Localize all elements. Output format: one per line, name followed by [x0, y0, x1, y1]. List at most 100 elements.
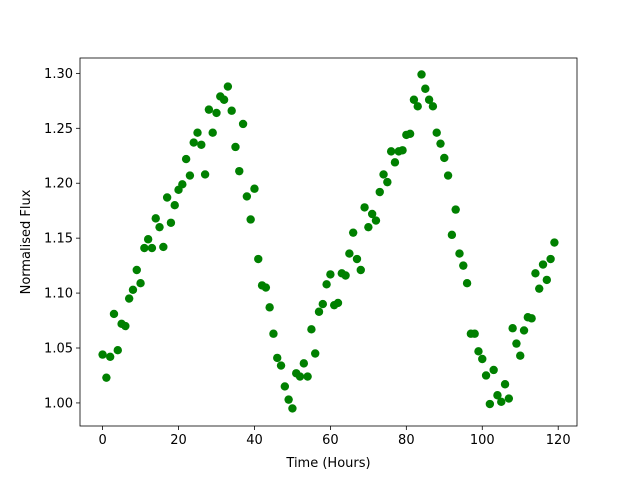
data-point [478, 354, 487, 364]
data-point [223, 82, 233, 91]
data-point [512, 339, 521, 348]
x-tick-label: 20 [170, 433, 187, 448]
data-point [189, 138, 198, 147]
data-point [276, 361, 286, 370]
data-point [550, 238, 559, 247]
data-point [166, 218, 176, 227]
y-tick-label: 1.00 [44, 396, 73, 411]
data-point [284, 395, 293, 404]
data-point [246, 215, 255, 224]
data-point [440, 153, 449, 163]
data-point [193, 128, 202, 137]
x-tick-label: 120 [546, 433, 571, 448]
y-tick-label: 1.30 [44, 67, 73, 82]
data-point [459, 261, 468, 270]
data-point [519, 326, 529, 335]
data-point [254, 254, 263, 264]
data-point [136, 278, 145, 288]
data-point [322, 280, 331, 289]
data-point [261, 283, 271, 292]
data-point [348, 228, 358, 237]
data-point [102, 373, 111, 382]
data-point [326, 270, 335, 279]
data-point [227, 106, 236, 115]
data-point [481, 371, 491, 380]
x-tick-label: 60 [322, 433, 339, 448]
data-point [390, 158, 400, 167]
data-point [200, 170, 210, 179]
data-point [379, 170, 388, 179]
data-point [204, 105, 214, 114]
data-point [493, 391, 502, 400]
data-point [455, 249, 464, 258]
y-axis-label: Normalised Flux [19, 189, 34, 294]
data-point [360, 203, 369, 212]
data-point [113, 346, 122, 355]
data-point [235, 166, 244, 176]
data-point [470, 329, 479, 338]
data-point [311, 349, 320, 358]
data-point [333, 298, 343, 308]
data-point [197, 140, 206, 149]
data-point [212, 108, 221, 118]
data-point [208, 128, 217, 137]
data-point [535, 284, 544, 293]
data-point [367, 209, 377, 219]
data-point [386, 147, 396, 156]
data-point [288, 404, 297, 413]
data-point [447, 230, 457, 240]
data-point [428, 102, 438, 111]
data-point [485, 399, 495, 409]
data-point [124, 294, 134, 303]
data-point [371, 216, 381, 225]
data-point [443, 171, 453, 180]
data-point [178, 180, 187, 189]
data-point [352, 254, 362, 264]
data-point [299, 359, 309, 368]
data-point [181, 154, 191, 164]
data-point [432, 128, 441, 137]
data-point [383, 177, 392, 187]
data-point [542, 275, 552, 285]
x-tick-label: 100 [470, 433, 495, 448]
data-point [409, 95, 419, 104]
data-point [265, 303, 274, 312]
data-point [474, 347, 483, 356]
data-point [424, 95, 434, 104]
data-point [345, 249, 354, 258]
data-point [421, 84, 430, 93]
data-point [413, 102, 422, 111]
y-tick-label: 1.25 [44, 122, 73, 137]
data-point [497, 397, 506, 407]
data-point [185, 171, 195, 180]
data-point [307, 325, 316, 334]
y-tick-label: 1.10 [44, 287, 73, 302]
data-point [341, 271, 350, 280]
x-tick-label: 0 [98, 433, 106, 448]
x-tick-label: 40 [246, 433, 263, 448]
data-point [364, 222, 373, 232]
data-point [516, 351, 525, 360]
data-point [504, 394, 514, 403]
data-point [314, 307, 324, 316]
data-point [109, 309, 119, 319]
data-point [128, 285, 138, 294]
data-point [417, 70, 426, 79]
axes-frame [79, 57, 578, 427]
data-point [527, 314, 536, 323]
data-point [151, 214, 160, 223]
data-point [405, 129, 415, 138]
data-point [318, 299, 328, 309]
data-point [231, 142, 240, 152]
x-tick-label: 80 [398, 433, 415, 448]
data-point [121, 321, 130, 331]
data-point [242, 192, 252, 201]
data-point [132, 265, 141, 275]
x-axis-label: Time (Hours) [285, 456, 370, 471]
data-point [280, 382, 290, 391]
data-point [273, 353, 282, 363]
data-point [531, 269, 540, 278]
y-tick-label: 1.15 [44, 232, 73, 247]
data-point [147, 243, 157, 253]
